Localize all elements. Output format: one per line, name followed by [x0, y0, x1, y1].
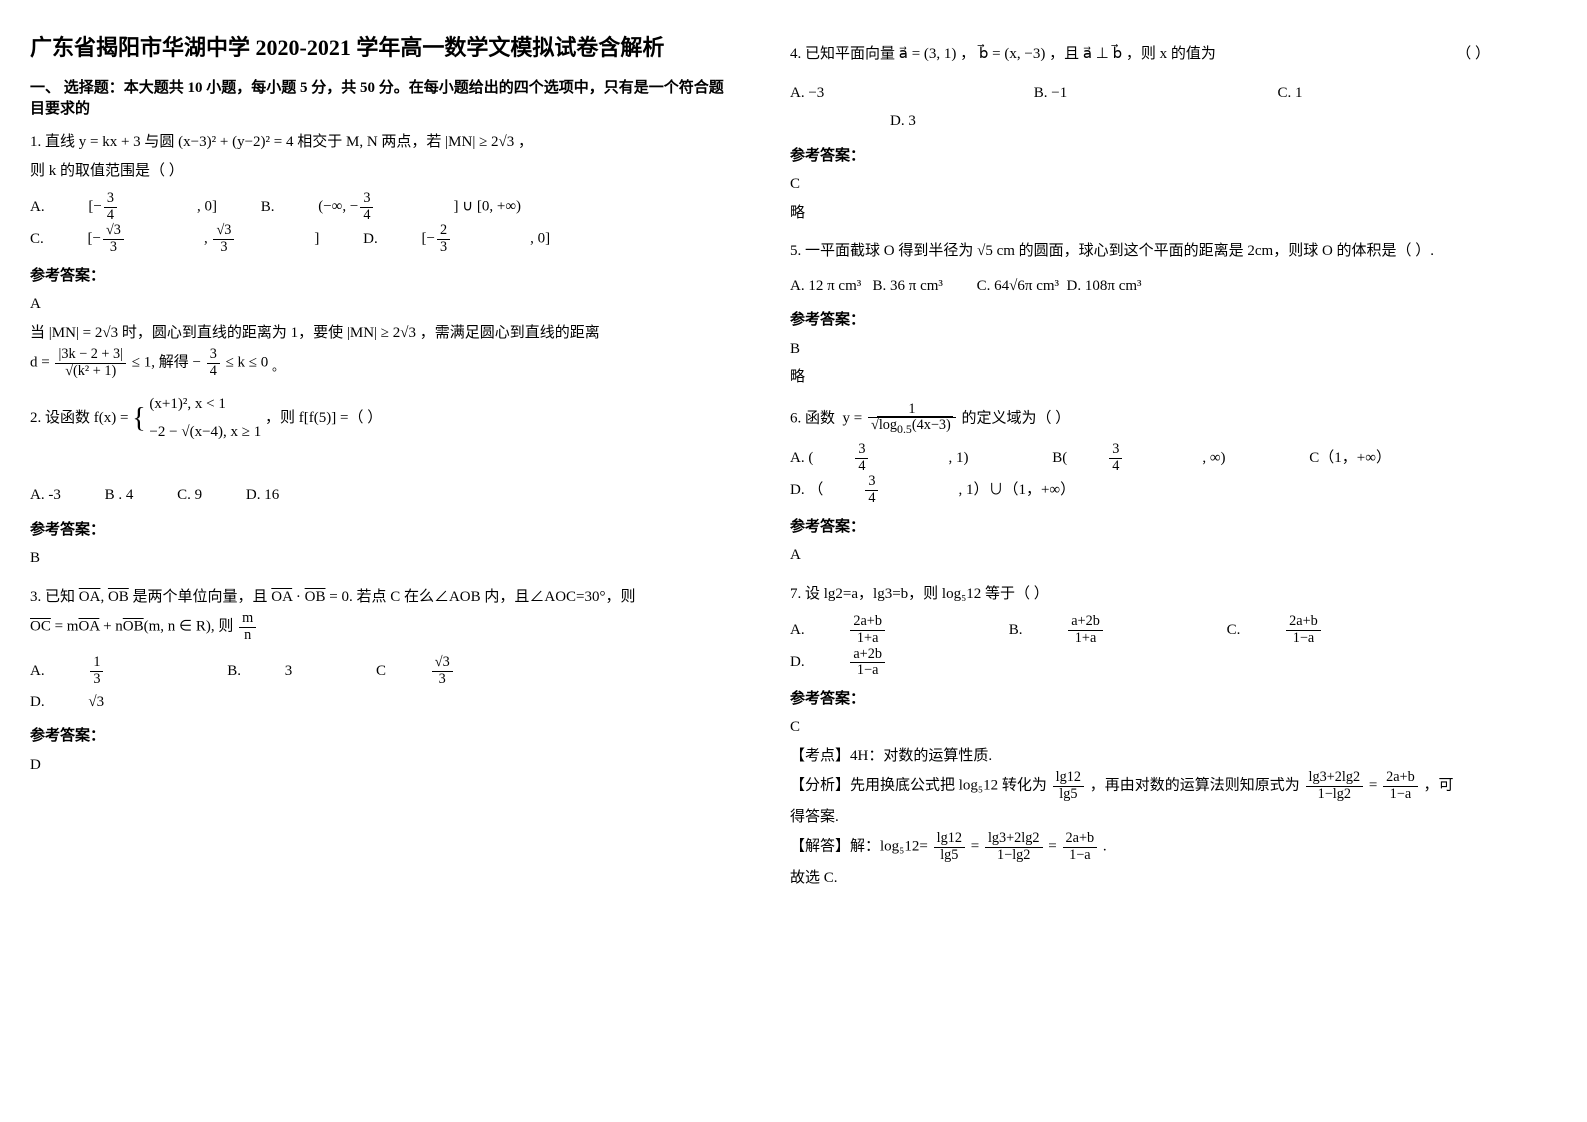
- question-4: 4. 已知平面向量 a⃗ = (3, 1) ， b⃗ = (x, −3) ，且 …: [790, 40, 1490, 227]
- section-1-header: 一、 选择题：本大题共 10 小题，每小题 5 分，共 50 分。在每小题给出的…: [30, 76, 730, 118]
- right-column: 4. 已知平面向量 a⃗ = (3, 1) ， b⃗ = (x, −3) ，且 …: [790, 30, 1490, 902]
- q2-optC: C. 9: [177, 481, 202, 510]
- q1-answer: A: [30, 290, 730, 319]
- q7-answer: C: [790, 713, 1490, 742]
- q3-options: A. 13 B. 3 C √33 D. √3: [30, 655, 730, 716]
- question-7: 7. 设 lg2=a，lg3=b，则 log₅12 等于（ ） A. 2a+b1…: [790, 580, 1490, 892]
- q7-answer-label: 参考答案：: [790, 685, 1490, 714]
- q3-stem-line1: 3. 已知 OA, OB 是两个单位向量，且 OA · OB = 0. 若点 C…: [30, 583, 730, 612]
- q1-optD-label: D.: [363, 225, 378, 254]
- q2-answer: B: [30, 544, 730, 573]
- q5-answer-label: 参考答案：: [790, 306, 1490, 335]
- q2-optA: A. -3: [30, 481, 61, 510]
- q7-stem: 7. 设 lg2=a，lg3=b，则 log₅12 等于（ ）: [790, 580, 1490, 609]
- q2-optB: B . 4: [105, 481, 134, 510]
- q3-answer: D: [30, 751, 730, 780]
- question-1: 1. 直线 y = kx + 3 与圆 (x−3)² + (y−2)² = 4 …: [30, 128, 730, 380]
- q6-answer: A: [790, 541, 1490, 570]
- q7-analysis: 【分析】先用换底公式把 log₅12 转化为 lg12lg5 ，再由对数的运算法…: [790, 770, 1490, 802]
- question-2: 2. 设函数 f(x) = { (x+1)², x < 1 −2 − √(x−4…: [30, 390, 730, 573]
- exam-title: 广东省揭阳市华湖中学 2020-2021 学年高一数学文模拟试卷含解析: [30, 30, 730, 62]
- question-6: 6. 函数 y = 1 log0.5(4x−3) 的定义域为（ ） A. (34…: [790, 402, 1490, 570]
- q1-solution-line1: 当 |MN| = 2√3 时，圆心到直线的距离为 1，要使 |MN| ≥ 2√3…: [30, 319, 730, 348]
- q4-solution: 略: [790, 199, 1490, 228]
- q2-options: A. -3 B . 4 C. 9 D. 16: [30, 481, 730, 510]
- q3-stem-line2: OC = mOA + nOB(m, n ∈ R), 则 mn: [30, 611, 730, 643]
- q1-optB-label: B.: [261, 193, 275, 222]
- q7-options: A. 2a+b1+a B. a+2b1+a C. 2a+b1−a D. a+2b…: [790, 614, 1490, 679]
- q5-solution: 略: [790, 363, 1490, 392]
- q4-options: A. −3 B. −1 C. 1 D. 3: [790, 79, 1490, 136]
- q7-kaodian: 【考点】4H：对数的运算性质.: [790, 742, 1490, 771]
- q5-stem: 5. 一平面截球 O 得到半径为 √5 cm 的圆面，球心到这个平面的距离是 2…: [790, 237, 1490, 266]
- q7-solution: 【解答】解：log₅12= lg12lg5 = lg3+2lg21−lg2 = …: [790, 831, 1490, 863]
- q1-solution-line2: d = |3k − 2 + 3|√(k² + 1) ≤ 1, 解得 − 34 ≤…: [30, 347, 730, 379]
- q4-stem: 4. 已知平面向量 a⃗ = (3, 1) ， b⃗ = (x, −3) ，且 …: [790, 40, 1490, 69]
- q1-options: A. [−34, 0] B. (−∞, −34] ∪ [0, +∞) C. [−…: [30, 191, 730, 256]
- q6-stem: 6. 函数 y = 1 log0.5(4x−3) 的定义域为（ ）: [790, 402, 1490, 437]
- left-column: 广东省揭阳市华湖中学 2020-2021 学年高一数学文模拟试卷含解析 一、 选…: [30, 30, 730, 902]
- page: 广东省揭阳市华湖中学 2020-2021 学年高一数学文模拟试卷含解析 一、 选…: [30, 30, 1557, 902]
- q1-optC-label: C.: [30, 225, 44, 254]
- q2-answer-label: 参考答案：: [30, 516, 730, 545]
- q2-optD: D. 16: [246, 481, 279, 510]
- q3-answer-label: 参考答案：: [30, 722, 730, 751]
- q1-answer-label: 参考答案：: [30, 262, 730, 291]
- q5-options: A. 12 π cm³ B. 36 π cm³ C. 64√6π cm³ D. …: [790, 272, 1490, 301]
- question-5: 5. 一平面截球 O 得到半径为 √5 cm 的圆面，球心到这个平面的距离是 2…: [790, 237, 1490, 392]
- q7-final: 故选 C.: [790, 864, 1490, 893]
- q5-answer: B: [790, 335, 1490, 364]
- q6-optC: C（1，+∞）: [1309, 444, 1391, 473]
- q7-analysis-line2: 得答案.: [790, 803, 1490, 832]
- q4-answer-label: 参考答案：: [790, 142, 1490, 171]
- question-3: 3. 已知 OA, OB 是两个单位向量，且 OA · OB = 0. 若点 C…: [30, 583, 730, 780]
- q4-answer: C: [790, 170, 1490, 199]
- q2-stem: 2. 设函数 f(x) = { (x+1)², x < 1 −2 − √(x−4…: [30, 390, 730, 447]
- q6-options: A. (34, 1) B(34, ∞) C（1，+∞） D. （34, 1）∪（…: [790, 442, 1490, 507]
- q1-stem-line1: 1. 直线 y = kx + 3 与圆 (x−3)² + (y−2)² = 4 …: [30, 128, 730, 157]
- q6-answer-label: 参考答案：: [790, 513, 1490, 542]
- q1-stem-line2: 则 k 的取值范围是（ ）: [30, 157, 730, 186]
- q1-optA-label: A.: [30, 193, 45, 222]
